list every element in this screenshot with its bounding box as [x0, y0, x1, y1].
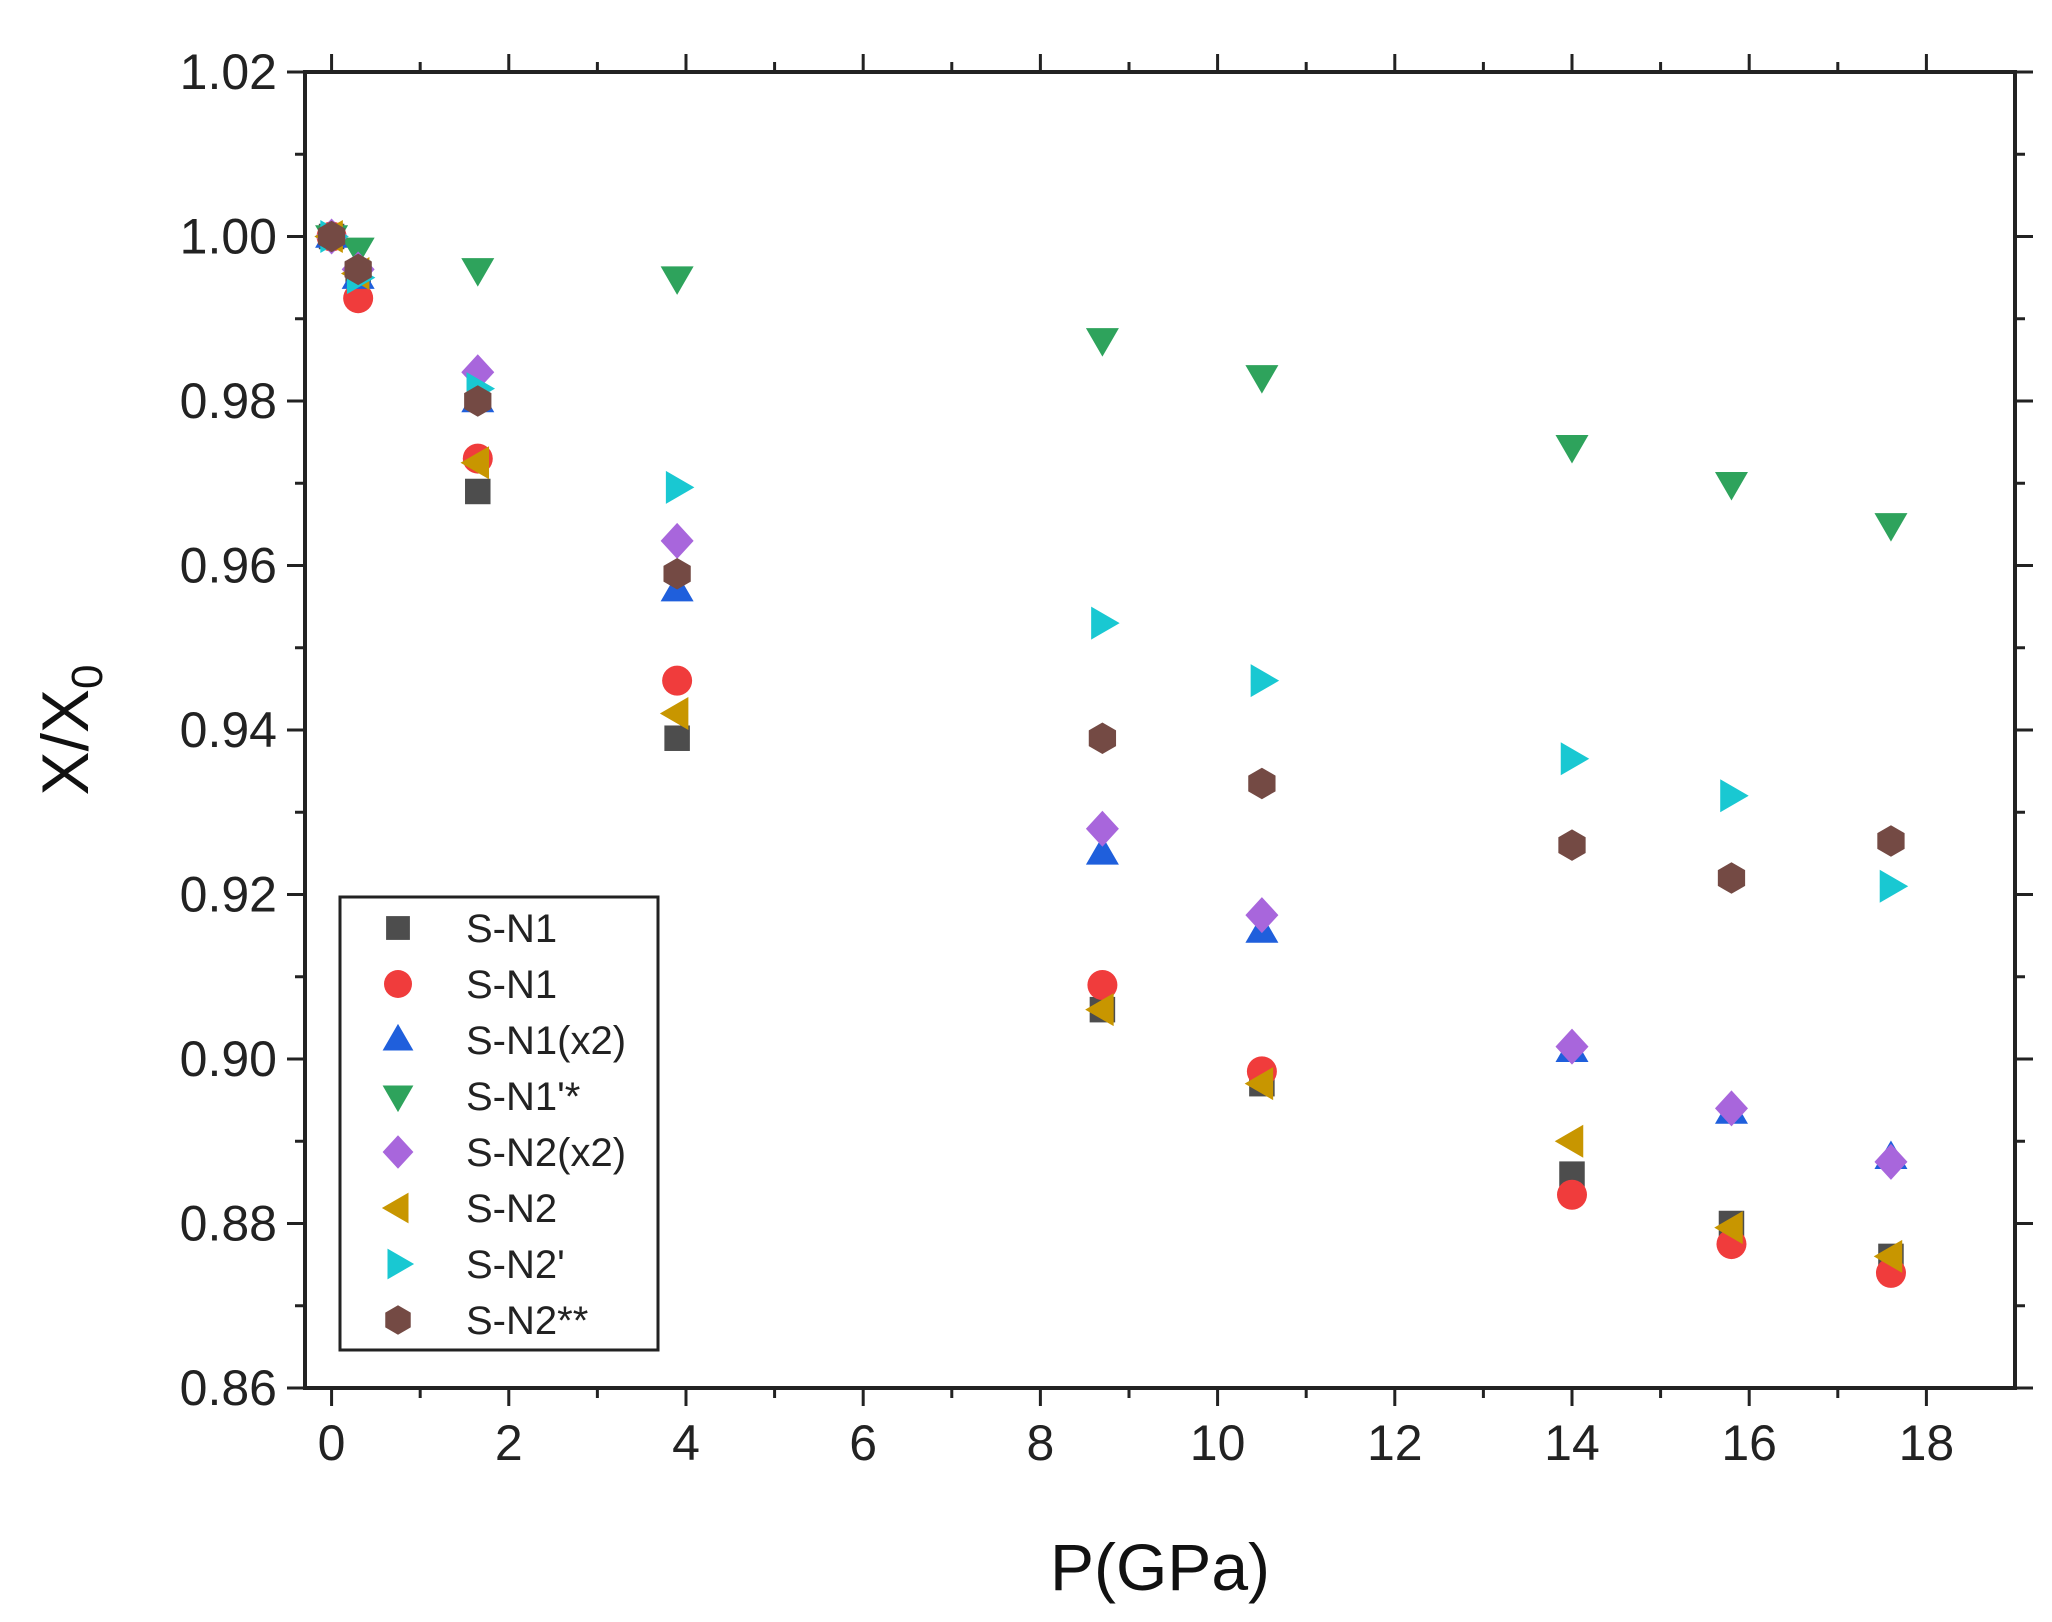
data-point — [1560, 742, 1590, 776]
data-point — [1250, 664, 1280, 698]
legend: S-N1 S-N1 S-N1(x2) S-N1'* S-N2(x2) S-N2 S-N2' S… — [338, 895, 660, 1352]
y-tick-label: 1.02 — [180, 44, 277, 100]
data-point — [465, 478, 491, 505]
data-point — [1085, 810, 1119, 847]
data-point — [1087, 969, 1118, 1000]
data-point — [1245, 897, 1279, 934]
data-point — [1085, 836, 1119, 865]
data-point — [1874, 1143, 1908, 1180]
y-tick-label: 0.94 — [180, 702, 277, 758]
y-tick-label: 0.92 — [180, 867, 277, 923]
data-point — [1874, 513, 1908, 542]
x-tick-label: 4 — [672, 1415, 700, 1471]
data-point — [1091, 606, 1120, 640]
data-point — [460, 446, 490, 480]
data-point — [1248, 767, 1276, 800]
legend-label: S-N1'* — [466, 1075, 580, 1119]
data-point — [1873, 1239, 1903, 1273]
data-point — [1714, 1211, 1743, 1245]
y-axis-title-main: X/X — [28, 689, 102, 795]
data-point — [1717, 862, 1746, 894]
data-point — [664, 725, 690, 751]
tick-labels: 0 2 4 6 8 10 12 14 16 18 0.86 0.88 0.90 0.92 0.94 0.96 0… — [180, 44, 1955, 1471]
data-point — [464, 385, 492, 417]
legend-marker — [381, 1192, 409, 1224]
legend-marker — [387, 1248, 415, 1280]
x-axis-title: P(GPa) — [1050, 1530, 1270, 1604]
y-axis-title: X/X0 — [28, 665, 112, 796]
legend-label: S-N2(x2) — [466, 1131, 626, 1175]
legend-marker — [385, 1305, 411, 1335]
x-tick-label: 0 — [318, 1415, 346, 1471]
legend-marker — [384, 970, 412, 998]
data-point — [662, 665, 693, 696]
y-tick-label: 0.98 — [180, 373, 277, 429]
y-tick-label: 0.96 — [180, 538, 277, 594]
data-point — [1245, 365, 1279, 394]
plot-frame — [303, 70, 2017, 1390]
y-tick-label: 0.90 — [180, 1031, 277, 1087]
data-point — [1554, 1124, 1584, 1158]
data-point — [1556, 1179, 1587, 1210]
data-point — [659, 697, 689, 731]
data-point — [317, 220, 346, 253]
y-tick-label: 1.00 — [180, 209, 277, 265]
x-tick-label: 2 — [495, 1415, 523, 1471]
data-point — [1879, 869, 1909, 903]
x-tick-label: 12 — [1367, 1415, 1423, 1471]
legend-marker — [382, 1135, 414, 1169]
data-points — [314, 218, 1909, 1288]
x-tick-label: 14 — [1544, 1415, 1600, 1471]
data-point — [461, 258, 495, 287]
data-point — [1877, 825, 1905, 857]
data-point — [1720, 779, 1749, 813]
x-tick-label: 16 — [1721, 1415, 1777, 1471]
legend-label: S-N2' — [466, 1243, 565, 1287]
data-point — [344, 253, 372, 286]
data-point — [1558, 829, 1586, 861]
legend-label: S-N2 — [466, 1187, 557, 1231]
data-point — [1244, 1067, 1274, 1101]
legend-marker — [382, 1085, 414, 1113]
x-tick-label: 18 — [1899, 1415, 1955, 1471]
data-point — [1714, 1090, 1748, 1127]
legend-label: S-N2** — [466, 1299, 588, 1343]
data-point — [1085, 328, 1119, 357]
x-tick-label: 10 — [1190, 1415, 1246, 1471]
x-tick-label: 6 — [849, 1415, 877, 1471]
data-point — [1555, 434, 1589, 464]
data-point — [660, 266, 694, 295]
y-tick-label: 0.88 — [180, 1196, 277, 1252]
x-tick-label: 8 — [1026, 1415, 1054, 1471]
y-axis-title-subscript: 0 — [63, 665, 112, 689]
data-point — [1555, 1028, 1589, 1065]
data-point — [1714, 472, 1748, 501]
legend-label: S-N1 — [466, 963, 557, 1007]
data-point — [1085, 993, 1114, 1027]
legend-label: S-N1 — [466, 907, 557, 951]
data-point — [660, 522, 694, 559]
data-point — [1088, 722, 1117, 754]
y-tick-label: 0.86 — [180, 1360, 277, 1416]
legend-label: S-N1(x2) — [466, 1019, 626, 1063]
legend-marker — [386, 916, 410, 940]
data-point — [663, 557, 691, 590]
legend-marker — [382, 1023, 414, 1051]
data-point — [665, 470, 695, 504]
